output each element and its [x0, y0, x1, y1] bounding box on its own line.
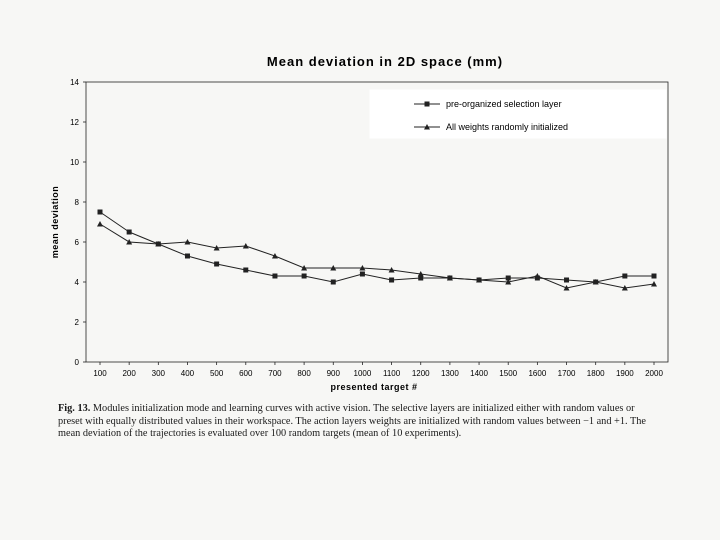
y-tick-label: 6 [75, 238, 80, 247]
series-line-2 [99, 223, 655, 289]
x-tick-label: 600 [239, 369, 253, 378]
x-tick-label: 2000 [645, 369, 663, 378]
plot-frame [85, 81, 669, 363]
x-tick-label: 1300 [441, 369, 459, 378]
data-point-square [418, 275, 424, 281]
data-point-triangle [476, 277, 483, 283]
x-tick-label: 1400 [470, 369, 488, 378]
y-tick-label: 0 [75, 358, 80, 367]
x-tick-label: 1600 [528, 369, 546, 378]
x-tick-label: 900 [327, 369, 341, 378]
data-point-square [97, 209, 103, 215]
data-point-square [651, 273, 657, 279]
data-point-square [330, 279, 336, 285]
data-point-square [622, 273, 628, 279]
data-point-triangle [505, 279, 512, 285]
legend: pre-organized selection layer All weight… [369, 89, 667, 139]
data-point-triangle [126, 239, 133, 245]
data-point-square [214, 261, 220, 267]
x-tick-label: 1100 [383, 369, 401, 378]
x-tick-label: 200 [122, 369, 136, 378]
y-axis: 0 2 4 6 8 10 12 14 [70, 78, 86, 367]
x-tick-label: 1900 [616, 369, 634, 378]
data-point-square [301, 273, 307, 279]
data-point-triangle [271, 253, 278, 259]
data-point-triangle [592, 279, 599, 285]
legend-box [369, 89, 667, 139]
data-point-triangle [563, 285, 570, 291]
data-point-triangle [330, 265, 337, 271]
data-point-square [389, 277, 395, 283]
x-tick-label: 500 [210, 369, 224, 378]
chart-title: Mean deviation in 2D space (mm) [267, 54, 503, 69]
legend-label-series-1: pre-organized selection layer [446, 99, 562, 109]
y-tick-label: 8 [75, 198, 80, 207]
data-point-triangle [97, 221, 103, 227]
data-point-triangle [359, 265, 366, 271]
data-point-triangle [534, 273, 541, 279]
data-point-triangle [301, 265, 308, 271]
x-tick-label: 1700 [558, 369, 576, 378]
chart: Mean deviation in 2D space (mm) 0 2 4 6 8 10 1… [50, 54, 669, 392]
x-axis: 100 200 300 400 500 600 700 800 900 1000 1100 1200 1… [93, 362, 663, 378]
legend-marker-square [424, 101, 430, 107]
data-point-triangle [621, 285, 628, 291]
figure-caption: Fig. 13. Modules initialization mode and… [58, 403, 658, 441]
x-tick-label: 1200 [412, 369, 430, 378]
x-tick-label: 1500 [499, 369, 517, 378]
x-axis-label: presented target # [330, 382, 417, 392]
data-point-triangle [184, 239, 191, 245]
data-point-square [359, 271, 365, 277]
data-point-square [564, 277, 570, 283]
y-tick-label: 14 [70, 78, 79, 87]
data-point-triangle [388, 267, 395, 273]
legend-label-series-2: All weights randomly initialized [446, 122, 568, 132]
y-axis-label: mean deviation [50, 186, 60, 259]
series-line-1 [99, 211, 654, 283]
caption-label: Fig. 13. [58, 403, 91, 414]
data-point-triangle [417, 271, 424, 277]
x-tick-label: 800 [297, 369, 311, 378]
x-tick-label: 300 [152, 369, 166, 378]
data-point-square [272, 273, 278, 279]
data-point-triangle [242, 243, 249, 249]
data-point-triangle [446, 275, 453, 281]
data-point-triangle [155, 241, 162, 247]
y-tick-label: 12 [70, 118, 79, 127]
y-tick-label: 2 [75, 318, 80, 327]
data-point-triangle [651, 281, 657, 287]
data-point-triangle [213, 245, 220, 251]
x-tick-label: 1000 [354, 369, 372, 378]
series-layer [97, 209, 657, 291]
y-tick-label: 10 [70, 158, 79, 167]
x-tick-label: 100 [93, 369, 107, 378]
legend-marker-triangle [424, 124, 430, 130]
data-point-square [126, 229, 132, 235]
x-tick-label: 400 [181, 369, 195, 378]
caption-text: Modules initialization mode and learning… [58, 403, 646, 439]
y-tick-label: 4 [75, 278, 80, 287]
data-point-square [505, 275, 511, 281]
data-point-square [243, 267, 249, 273]
data-point-square [184, 253, 190, 259]
x-tick-label: 1800 [587, 369, 605, 378]
x-tick-label: 700 [268, 369, 282, 378]
